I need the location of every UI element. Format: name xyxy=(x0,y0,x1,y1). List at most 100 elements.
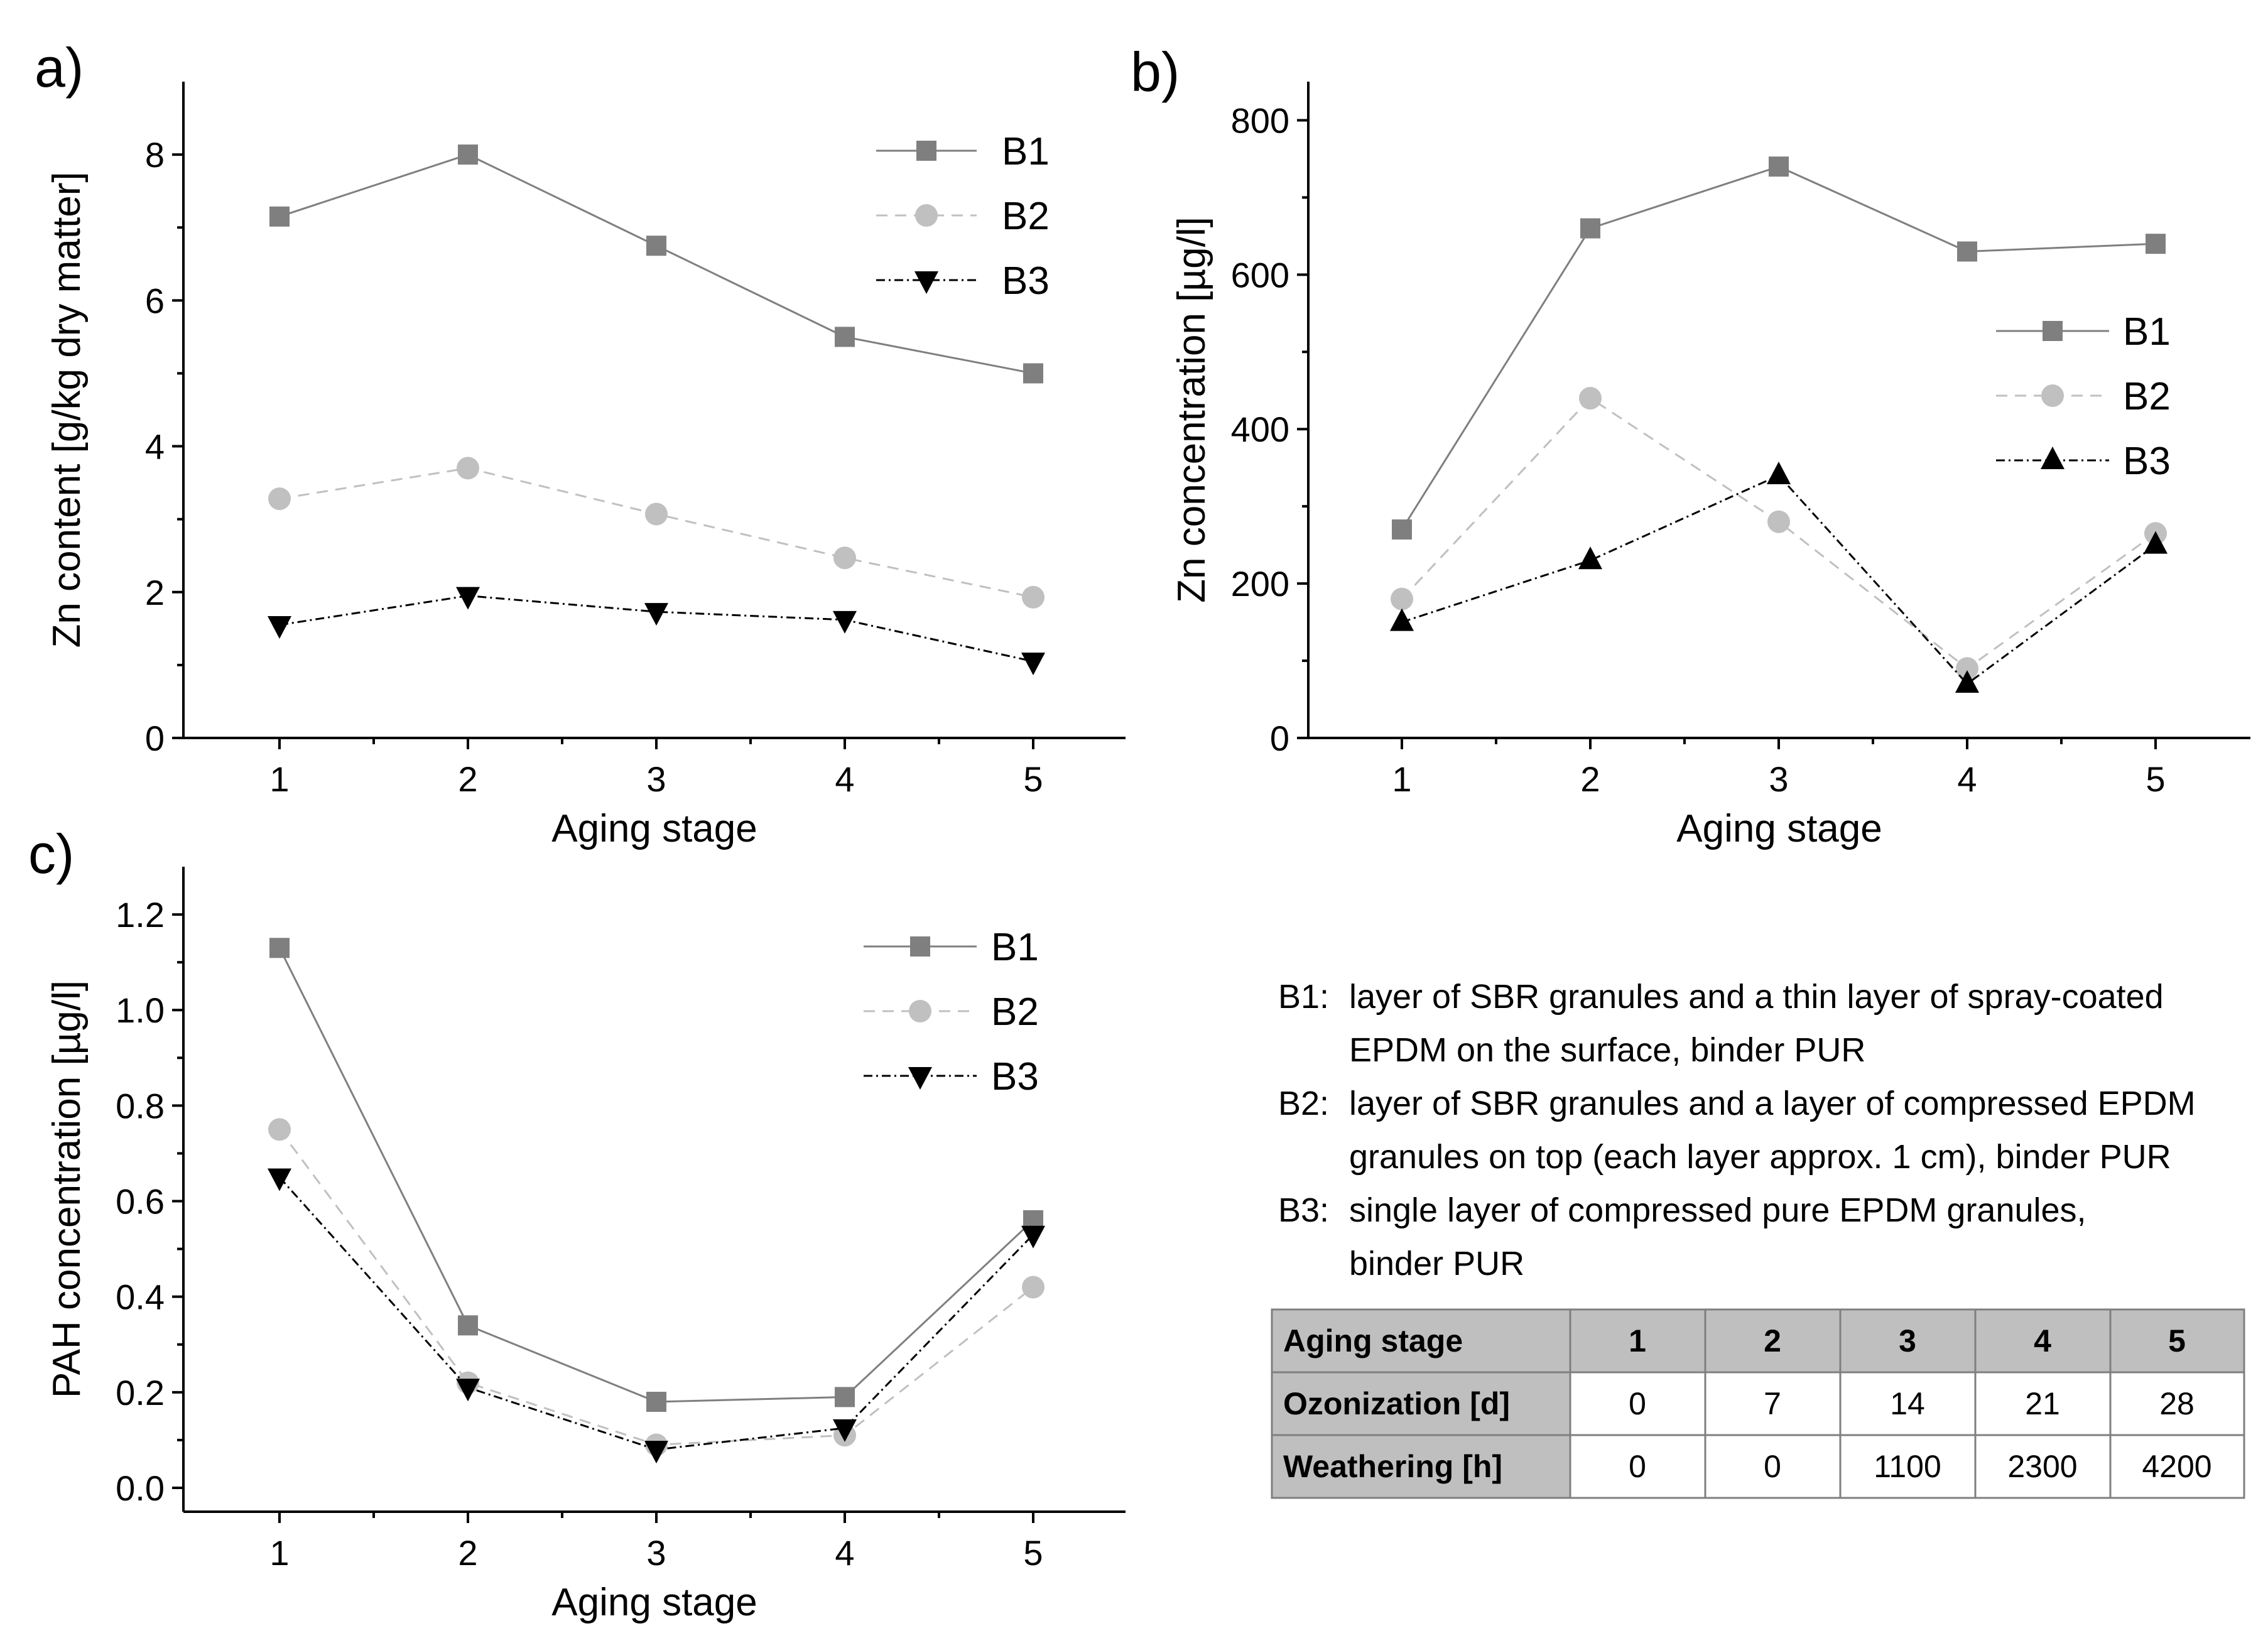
legend-label-b1: B1 xyxy=(991,926,1039,969)
y-tick-label: 6 xyxy=(145,281,165,320)
table-header-stage-1: 1 xyxy=(1629,1323,1646,1358)
table-cell: 0 xyxy=(1629,1449,1646,1484)
legend-label-b2: B2 xyxy=(2123,375,2171,418)
table-cell: 4200 xyxy=(2142,1449,2211,1484)
data-point-b2 xyxy=(645,502,668,526)
legend-label-b3: B3 xyxy=(1002,259,1050,303)
series-line-b2 xyxy=(1401,397,2156,670)
data-point-b3 xyxy=(833,1419,857,1442)
legend-marker-b2 xyxy=(909,1000,931,1022)
data-point-b1 xyxy=(2146,234,2166,254)
data-point-b1 xyxy=(646,236,666,256)
data-point-b2 xyxy=(1022,1276,1044,1299)
legend-marker-b2 xyxy=(915,204,938,227)
table-header-label: Aging stage xyxy=(1283,1323,1463,1358)
desc-b1-line-2: EPDM on the surface, binder PUR xyxy=(1349,1031,1865,1069)
legend-label-b3: B3 xyxy=(2123,440,2171,483)
data-point-b3 xyxy=(1021,653,1045,676)
x-axis-title: Aging stage xyxy=(551,1581,757,1624)
panel-a-label: a) xyxy=(35,36,84,99)
legend-label-b3: B3 xyxy=(991,1055,1039,1098)
x-tick-label: 5 xyxy=(2146,759,2165,799)
table-cell: 14 xyxy=(1890,1386,1925,1421)
table-cell: 28 xyxy=(2159,1386,2195,1421)
table-cell: 1100 xyxy=(1874,1449,1941,1484)
series-line-b1 xyxy=(279,153,1034,374)
data-point-b3 xyxy=(1955,670,1979,693)
x-tick-label: 1 xyxy=(269,759,289,799)
data-point-b1 xyxy=(1957,241,1977,262)
desc-b2-line-1: layer of SBR granules and a layer of com… xyxy=(1349,1085,2196,1122)
desc-b2-line-2: granules on top (each layer approx. 1 cm… xyxy=(1349,1138,2171,1176)
data-point-b2 xyxy=(1956,657,1978,680)
y-tick-label: 400 xyxy=(1231,409,1289,449)
x-tick-label: 4 xyxy=(835,1533,854,1573)
legend-marker-b1 xyxy=(910,936,930,957)
sample-descriptions: B1: layer of SBR granules and a thin lay… xyxy=(1278,978,2196,1282)
data-point-b3 xyxy=(644,1441,668,1464)
desc-b2-code: B2: xyxy=(1278,1085,1329,1122)
y-tick-label: 2 xyxy=(145,573,165,612)
data-point-b3 xyxy=(456,587,480,610)
data-point-b1 xyxy=(458,144,478,165)
x-tick-label: 2 xyxy=(1580,759,1600,799)
desc-b3-code: B3: xyxy=(1278,1191,1329,1229)
data-point-b3 xyxy=(644,603,668,626)
data-point-b3 xyxy=(1578,546,1602,570)
data-point-b3 xyxy=(268,616,291,639)
table-label-fill-row-2 xyxy=(1272,1435,1570,1498)
x-tick-label: 5 xyxy=(1023,759,1043,799)
legend-marker-b1 xyxy=(916,141,936,161)
y-tick-label: 0.0 xyxy=(116,1468,165,1508)
data-point-b1 xyxy=(1769,156,1789,177)
panel-b: b) 0 200 400 600 800 1 2 3 4 5 Aging stage Zn conce… xyxy=(1131,41,2250,850)
chart-b: 0 200 400 600 800 1 2 3 4 5 Aging stage Zn concentr… xyxy=(1170,82,2250,850)
table-cell: 21 xyxy=(2025,1386,2060,1421)
data-point-b2 xyxy=(1022,585,1044,609)
y-tick-label: 600 xyxy=(1231,255,1289,295)
panel-a: a) 0 2 4 6 8 1 2 3 4 5 Aging stage Zn content [g/kg… xyxy=(35,36,1126,850)
series-line-b3 xyxy=(279,595,1034,663)
table-label-fill-row-1 xyxy=(1272,1372,1570,1435)
y-axis-title: PAH concentration [µg/l] xyxy=(45,980,89,1398)
panel-c-label: c) xyxy=(28,823,74,885)
desc-b1-line-1: layer of SBR granules and a thin layer o… xyxy=(1349,978,2164,1016)
x-tick-label: 3 xyxy=(646,759,666,799)
desc-b3-line-1: single layer of compressed pure EPDM gra… xyxy=(1349,1191,2086,1229)
y-axis-title: Zn concentration [µg/l] xyxy=(1170,217,1213,603)
series-line-b3 xyxy=(1401,474,2156,685)
y-tick-label: 200 xyxy=(1231,564,1289,604)
panel-c: c) 0.0 0.2 0.4 0.6 0.8 1.0 1.2 1 2 3 4 5 Aging stage… xyxy=(28,823,1126,1624)
data-point-b2 xyxy=(1391,587,1413,610)
x-tick-label: 4 xyxy=(835,759,854,799)
data-point-b1 xyxy=(1580,218,1600,239)
table-row-weathering-label: Weathering [h] xyxy=(1283,1449,1502,1484)
table-row-ozonization-label: Ozonization [d] xyxy=(1283,1386,1510,1421)
x-tick-label: 2 xyxy=(458,759,477,799)
series-line-b2 xyxy=(279,467,1034,599)
table-cell: 0 xyxy=(1764,1449,1781,1484)
table-header-stage-2: 2 xyxy=(1764,1323,1781,1358)
data-point-b3 xyxy=(833,610,857,634)
x-axis-title: Aging stage xyxy=(551,807,757,850)
data-point-b2 xyxy=(1579,387,1602,410)
y-axis-title: Zn content [g/kg dry matter] xyxy=(45,171,89,648)
x-tick-label: 4 xyxy=(1957,759,1977,799)
data-point-b1 xyxy=(458,1315,478,1336)
data-point-b1 xyxy=(269,206,290,227)
x-tick-label: 1 xyxy=(269,1533,289,1573)
data-point-b3 xyxy=(1390,608,1414,631)
legend-label-b1: B1 xyxy=(2123,310,2171,354)
y-tick-label: 800 xyxy=(1231,100,1289,140)
data-point-b3 xyxy=(2144,531,2168,554)
data-point-b2 xyxy=(457,457,479,480)
data-point-b3 xyxy=(456,1379,480,1402)
y-tick-label: 0 xyxy=(145,718,165,758)
legend-label-b2: B2 xyxy=(1002,195,1050,238)
table-grid xyxy=(1271,1308,2245,1499)
y-tick-label: 0 xyxy=(1270,718,1289,758)
y-tick-label: 0.6 xyxy=(116,1182,165,1222)
legend-label-b2: B2 xyxy=(991,990,1039,1034)
y-tick-label: 0.8 xyxy=(116,1086,165,1125)
